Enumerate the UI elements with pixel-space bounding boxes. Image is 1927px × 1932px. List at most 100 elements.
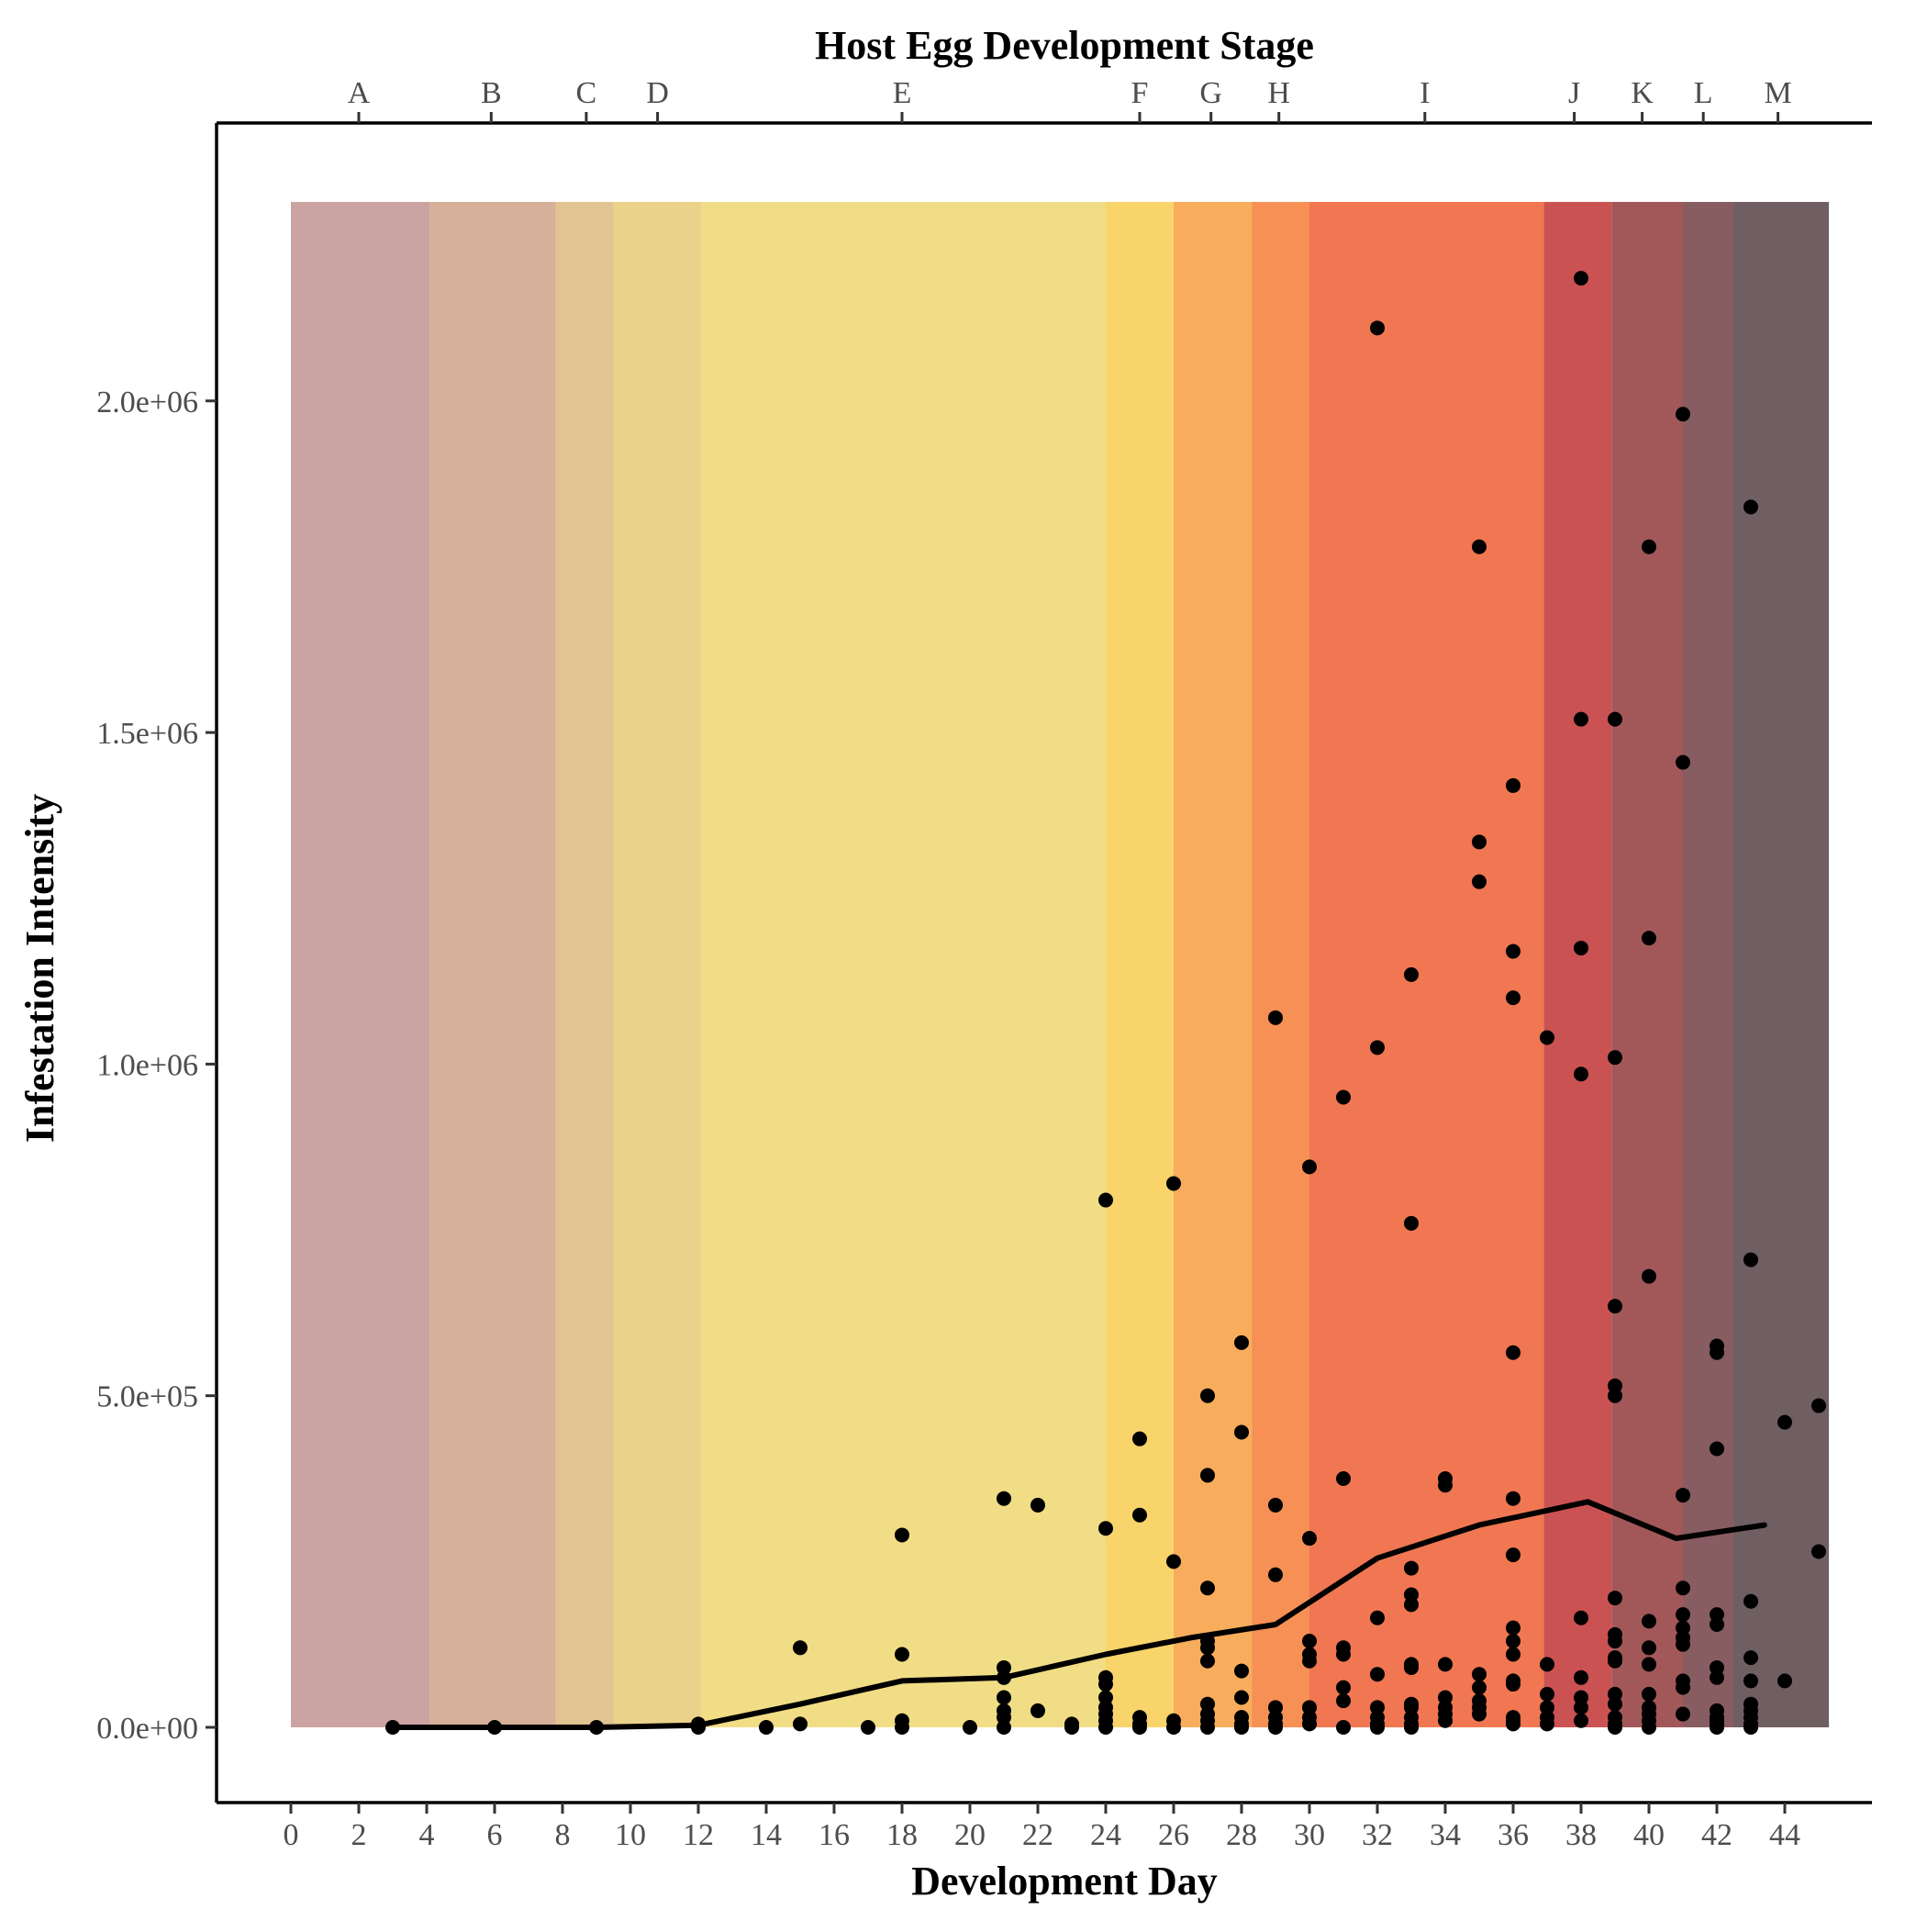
stage-band-d: [613, 202, 702, 1727]
data-point: [1098, 1521, 1113, 1536]
data-point: [1710, 1345, 1724, 1360]
x-tick-label: 2: [351, 1818, 367, 1852]
data-point: [1676, 1636, 1690, 1652]
stage-tick-label-l: L: [1694, 76, 1713, 110]
data-point: [1302, 1653, 1317, 1669]
x-tick-label: 28: [1226, 1818, 1257, 1852]
data-point: [1302, 1159, 1317, 1175]
data-point: [1200, 1388, 1215, 1403]
data-point: [1200, 1580, 1215, 1596]
x-tick-label: 6: [487, 1818, 503, 1852]
data-point: [1166, 1720, 1181, 1735]
data-point: [1506, 777, 1520, 793]
data-point: [1472, 539, 1487, 554]
x-tick-label: 40: [1633, 1818, 1665, 1852]
x-tick-label: 42: [1701, 1818, 1732, 1852]
data-point: [895, 1647, 909, 1662]
x-tick-label: 26: [1158, 1818, 1189, 1852]
y-tick-label: 1.5e+06: [96, 717, 198, 751]
data-point: [1268, 1567, 1283, 1582]
data-point: [1132, 1507, 1147, 1523]
stage-tick-label-g: G: [1199, 76, 1222, 110]
data-point: [1336, 1680, 1351, 1695]
data-point: [1336, 1471, 1351, 1487]
data-point: [1404, 1720, 1419, 1735]
data-point: [1200, 1653, 1215, 1669]
data-point: [1676, 1607, 1690, 1623]
data-point: [1098, 1677, 1113, 1692]
stage-band-j: [1543, 202, 1612, 1727]
data-point: [1676, 1680, 1690, 1695]
data-point: [1404, 966, 1419, 982]
data-point: [1472, 874, 1487, 889]
stage-tick-label-d: D: [646, 76, 669, 110]
data-point: [1574, 940, 1588, 955]
data-point: [997, 1491, 1011, 1506]
data-point: [1098, 1192, 1113, 1208]
chart-title: Host Egg Development Stage: [815, 23, 1314, 68]
data-point: [1642, 1614, 1656, 1629]
data-point: [1336, 1693, 1351, 1709]
data-point: [1574, 1610, 1588, 1625]
data-point: [1608, 1720, 1622, 1735]
data-point: [1777, 1673, 1792, 1689]
stage-tick-label-j: J: [1568, 76, 1580, 110]
data-point: [1166, 1176, 1181, 1191]
data-point: [1574, 1067, 1588, 1082]
stage-band-g: [1174, 202, 1253, 1727]
data-point: [1064, 1720, 1079, 1735]
data-point: [1506, 1491, 1520, 1506]
data-point: [1302, 1716, 1317, 1732]
data-point: [1234, 1335, 1249, 1350]
x-tick-label: 38: [1565, 1818, 1597, 1852]
x-tick-label: 10: [615, 1818, 646, 1852]
y-tick-label: 2.0e+06: [96, 385, 198, 419]
y-tick-label: 1.0e+06: [96, 1048, 198, 1082]
data-point: [1676, 407, 1690, 422]
stage-band-b: [429, 202, 556, 1727]
data-point: [1268, 1497, 1283, 1513]
data-point: [589, 1720, 604, 1735]
stage-band-f: [1106, 202, 1174, 1727]
points-layer: [385, 271, 1826, 1735]
x-tick-label: 32: [1362, 1818, 1393, 1852]
data-point: [1506, 1620, 1520, 1636]
stage-band-l: [1683, 202, 1734, 1727]
data-point: [1268, 1010, 1283, 1025]
data-point: [1506, 944, 1520, 959]
data-point: [1608, 1050, 1622, 1066]
data-point: [1777, 1414, 1792, 1430]
data-point: [1743, 1252, 1758, 1268]
data-point: [1608, 1634, 1622, 1649]
data-point: [691, 1716, 706, 1732]
x-tick-label: 22: [1022, 1818, 1053, 1852]
data-point: [1642, 1720, 1656, 1735]
stage-bands: [291, 202, 1830, 1727]
x-tick-label: 30: [1294, 1818, 1325, 1852]
data-point: [1743, 1720, 1758, 1735]
stage-tick-label-e: E: [893, 76, 912, 110]
data-point: [1608, 1653, 1622, 1669]
data-point: [1370, 1667, 1385, 1682]
stage-band-i: [1309, 202, 1544, 1727]
data-point: [1642, 1268, 1656, 1284]
data-point: [1506, 1677, 1520, 1692]
stage-tick-label-f: F: [1131, 76, 1149, 110]
x-tick-label: 14: [751, 1818, 782, 1852]
data-point: [1472, 834, 1487, 850]
data-point: [1642, 931, 1656, 946]
data-point: [1642, 539, 1656, 554]
data-point: [1404, 1659, 1419, 1675]
data-point: [1234, 1720, 1249, 1735]
stage-tick-label-k: K: [1631, 76, 1654, 110]
y-tick-label: 0.0e+00: [96, 1712, 198, 1746]
data-point: [1370, 1610, 1385, 1625]
x-tick-label: 8: [555, 1818, 571, 1852]
data-point: [997, 1720, 1011, 1735]
data-point: [1132, 1431, 1147, 1446]
data-point: [1506, 1345, 1520, 1360]
y-axis-title: Infestation Intensity: [17, 794, 62, 1143]
x-tick-label: 16: [819, 1818, 850, 1852]
stage-tick-label-m: M: [1764, 76, 1791, 110]
